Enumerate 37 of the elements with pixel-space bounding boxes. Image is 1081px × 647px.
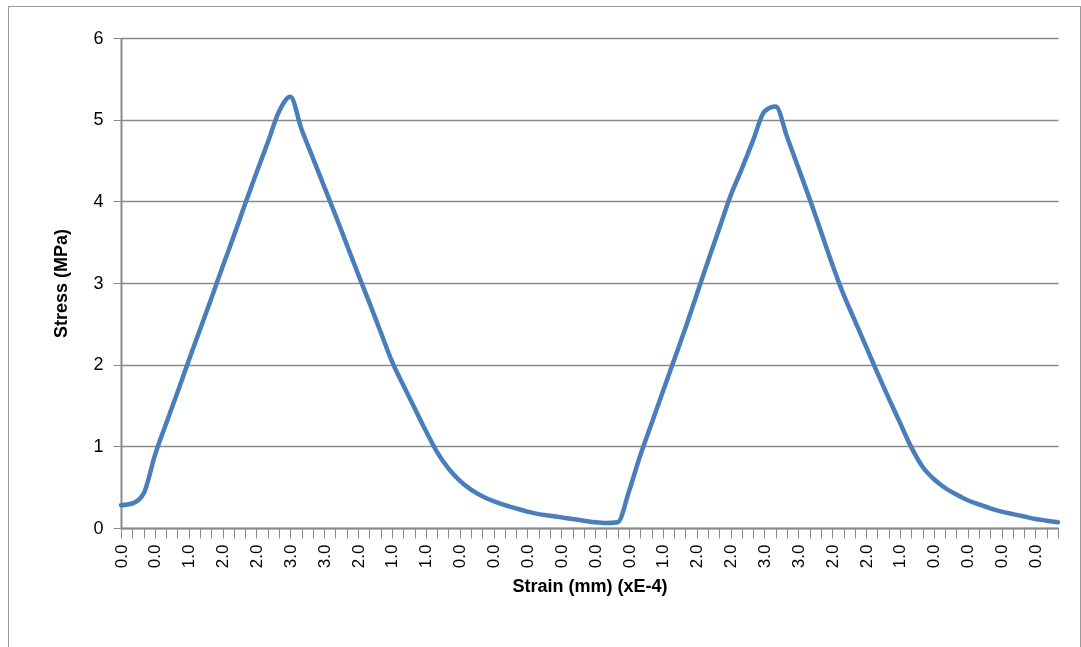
x-tick-label: 0.0 [924,544,944,569]
y-tick-label: 1 [93,435,104,456]
x-tick-label: 3.0 [788,544,808,569]
x-tick-label: 0.0 [619,544,639,569]
x-tick-label: 2.0 [687,544,707,569]
x-tick-label: 0.0 [585,544,605,569]
x-tick-label: 2.0 [348,544,368,569]
x-tick-label: 0.0 [484,544,504,569]
x-tick-label: 2.0 [246,544,266,569]
y-tick-label: 5 [93,109,104,130]
x-tick-label: 0.0 [551,544,571,569]
x-tick-label: 1.0 [653,544,673,569]
x-tick-label: 0.0 [145,544,165,569]
x-tick-label: 0.0 [450,544,470,569]
x-tick-label: 0.0 [958,544,978,569]
x-tick-label: 1.0 [890,544,910,569]
x-tick-label: 3.0 [754,544,774,569]
x-tick-label: 0.0 [992,544,1012,569]
x-tick-label: 1.0 [179,544,199,569]
y-tick-label: 2 [93,354,104,375]
x-tick-label: 2.0 [213,544,233,569]
y-tick-label: 0 [93,517,104,538]
x-tick-label: 1.0 [382,544,402,569]
y-tick-label: 4 [93,190,104,211]
x-tick-label: 3.0 [314,544,334,569]
x-tick-label: 2.0 [856,544,876,569]
y-tick-label: 3 [93,272,104,293]
x-tick-label: 3.0 [280,544,300,569]
x-tick-label: 1.0 [416,544,436,569]
x-tick-label: 2.0 [822,544,842,569]
x-tick-label: 0.0 [111,544,131,569]
x-axis-title: Strain (mm) (xE-4) [512,576,668,597]
y-tick-label: 6 [93,27,104,48]
x-tick-label: 2.0 [721,544,741,569]
x-tick-label: 0.0 [1025,544,1045,569]
x-tick-label: 0.0 [517,544,537,569]
y-axis-title: Stress (MPa) [51,228,72,339]
